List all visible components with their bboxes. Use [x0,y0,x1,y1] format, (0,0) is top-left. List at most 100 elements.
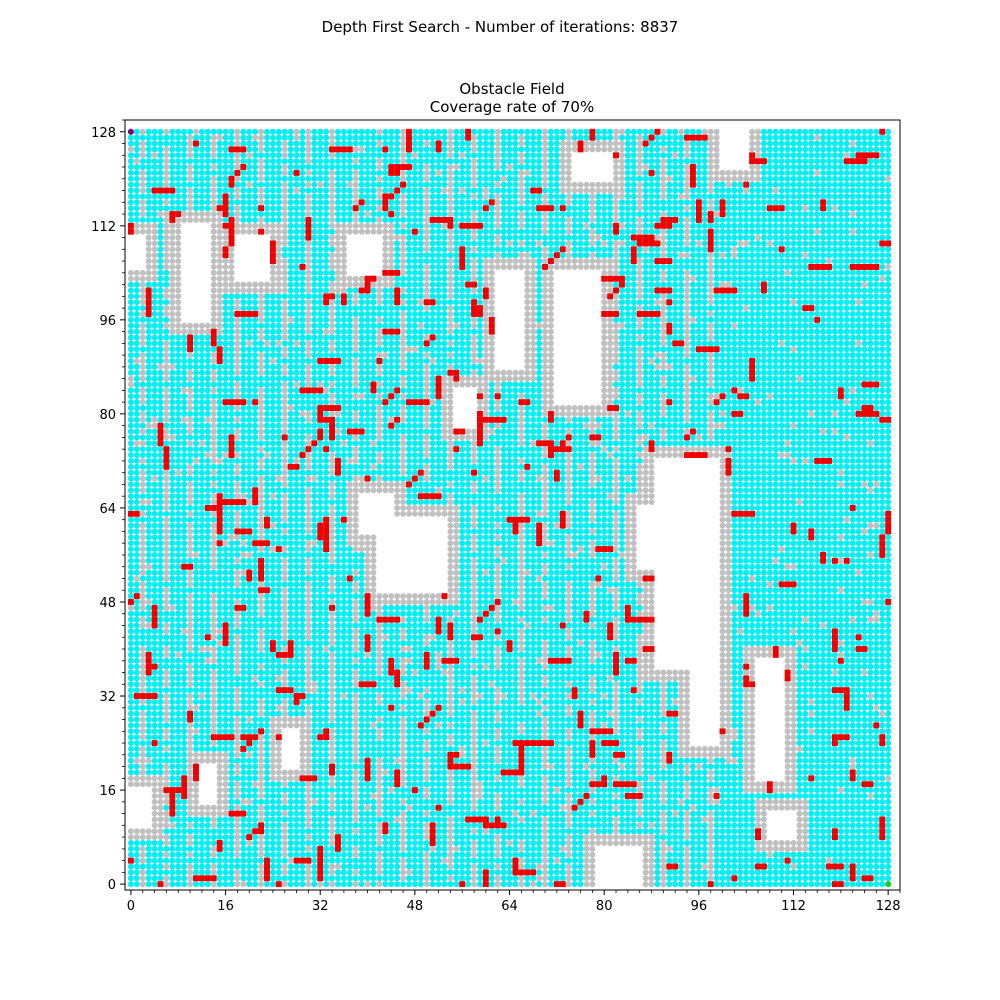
visited-cell [814,822,821,829]
visited-cell [477,834,483,841]
visited-cell [760,857,767,864]
visited-cell [772,792,779,799]
visited-cell [530,704,537,711]
visited-cell [524,698,531,705]
visited-cell [524,769,531,776]
visited-cell [873,769,880,776]
obstacle-cell [204,875,211,882]
visited-cell [512,763,519,770]
obstacle-cell [553,881,560,888]
visited-cell [820,781,827,788]
visited-cell [346,728,353,735]
visited-cell [482,851,489,858]
visited-cell [370,851,377,858]
explored-cell [210,675,217,682]
visited-cell [530,863,537,870]
explored-cell [613,722,619,729]
visited-cell [589,704,596,711]
visited-cell [252,863,259,870]
visited-cell [275,804,282,811]
visited-cell [524,687,531,694]
visited-cell [689,792,696,799]
visited-cell [181,640,188,647]
explored-cell [447,781,454,788]
explored-cell [755,798,761,805]
explored-cell [287,857,294,864]
visited-cell [725,792,732,799]
visited-cell [547,851,554,858]
visited-cell [873,869,880,876]
obstacle-cell [181,781,188,788]
visited-cell [417,840,424,846]
obstacle-cell [193,775,199,782]
visited-cell [482,657,489,664]
visited-cell [275,681,282,688]
visited-cell [169,669,176,676]
visited-cell [861,851,868,858]
visited-cell [258,675,265,682]
visited-cell [299,816,306,823]
visited-cell [512,687,519,694]
explored-cell [234,728,241,735]
visited-cell [524,804,531,811]
visited-cell [571,787,578,794]
visited-cell [400,787,407,794]
explored-cell [672,675,679,682]
explored-cell [258,704,265,711]
visited-cell [577,757,584,764]
obstacle-cell [518,740,525,747]
visited-cell [719,816,726,823]
obstacle-cell [317,875,324,882]
visited-cell [293,781,300,788]
visited-cell [831,810,838,817]
visited-cell [157,857,164,864]
visited-cell [796,728,803,735]
visited-cell [494,675,501,682]
explored-cell [151,834,158,841]
visited-cell [524,728,531,735]
visited-cell [885,728,892,735]
visited-cell [885,769,892,776]
obstacle-cell [843,693,850,699]
visited-cell [417,687,424,694]
visited-cell [264,798,270,805]
visited-cell [435,640,442,647]
obstacle-cell [417,722,424,729]
visited-cell [477,681,483,688]
obstacle-cell [193,763,199,770]
visited-cell [364,798,371,805]
visited-cell [571,851,578,858]
obstacle-cell [364,769,371,776]
visited-cell [388,751,395,758]
visited-cell [879,857,886,864]
visited-cell [571,698,578,705]
explored-cell [660,757,667,764]
visited-cell [831,751,838,758]
explored-cell [423,857,430,864]
visited-cell [275,828,282,835]
visited-cell [394,751,401,758]
visited-cell [607,751,614,758]
explored-cell [743,763,750,770]
explored-cell [725,669,732,676]
visited-cell [701,851,708,858]
visited-cell [831,804,838,811]
visited-cell [228,834,235,841]
explored-cell [163,675,170,682]
visited-cell [831,781,838,788]
visited-cell [885,851,892,858]
visited-cell [169,740,176,747]
explored-cell [790,669,797,676]
explored-cell [743,693,750,699]
explored-cell [423,763,430,770]
visited-cell [133,675,140,682]
visited-cell [595,798,602,805]
visited-cell [719,881,726,888]
visited-cell [358,745,365,752]
visited-cell [376,687,383,694]
explored-cell [163,822,170,829]
visited-cell [329,845,336,852]
visited-cell [453,875,460,882]
explored-cell [139,769,146,776]
visited-cell [169,834,176,841]
